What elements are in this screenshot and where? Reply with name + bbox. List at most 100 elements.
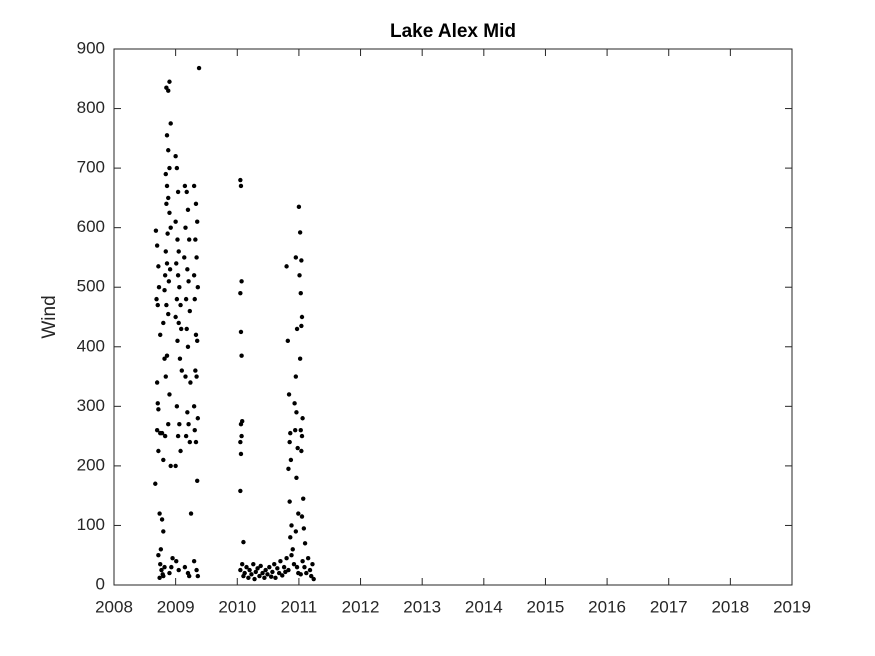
- point: [183, 433, 189, 439]
- point: [258, 563, 263, 569]
- point: [280, 573, 285, 578]
- point: [182, 183, 188, 189]
- point: [174, 165, 180, 171]
- point: [192, 296, 197, 302]
- point: [178, 448, 183, 454]
- point: [193, 332, 199, 338]
- point: [294, 475, 299, 480]
- y-axis-label: Wind: [39, 295, 60, 338]
- point: [288, 535, 293, 540]
- point: [255, 566, 260, 571]
- point: [175, 273, 181, 278]
- point: [195, 338, 200, 344]
- point: [295, 445, 300, 451]
- point: [173, 219, 178, 224]
- point: [253, 569, 258, 575]
- point: [166, 195, 171, 201]
- point: [302, 564, 307, 570]
- point: [155, 401, 160, 406]
- point: [186, 422, 191, 427]
- point: [238, 177, 243, 183]
- point: [184, 326, 189, 332]
- point: [244, 564, 249, 570]
- point: [247, 567, 252, 573]
- point: [164, 183, 170, 189]
- point: [311, 576, 316, 582]
- point: [296, 204, 302, 210]
- point: [299, 514, 305, 519]
- point: [156, 285, 162, 290]
- point: [167, 165, 172, 171]
- point: [174, 261, 179, 266]
- point: [161, 457, 166, 463]
- point: [292, 401, 297, 406]
- point: [309, 573, 314, 579]
- y-tick-label: 800: [77, 98, 105, 117]
- point: [183, 225, 188, 230]
- point: [164, 302, 169, 308]
- point: [286, 567, 291, 573]
- point: [298, 427, 303, 433]
- point: [260, 570, 265, 576]
- point: [178, 326, 184, 332]
- point: [183, 296, 189, 302]
- point: [162, 564, 167, 570]
- point: [281, 564, 287, 570]
- point: [299, 323, 304, 329]
- point: [175, 237, 180, 242]
- point: [299, 433, 305, 439]
- y-tick-label: 600: [77, 217, 105, 236]
- point: [164, 133, 170, 138]
- point: [157, 575, 162, 581]
- point: [287, 439, 292, 445]
- x-tick-label: 2008: [95, 597, 133, 616]
- point: [249, 572, 254, 577]
- point: [177, 285, 182, 290]
- y-tick-label: 900: [77, 38, 105, 57]
- point: [275, 566, 280, 571]
- point: [185, 207, 191, 212]
- x-tick-label: 2016: [588, 597, 626, 616]
- point: [155, 302, 160, 308]
- point: [299, 448, 304, 454]
- point: [153, 228, 159, 233]
- point: [164, 261, 170, 266]
- point: [161, 573, 166, 579]
- point: [154, 427, 160, 433]
- point: [177, 422, 182, 427]
- point: [186, 237, 192, 242]
- point: [286, 466, 291, 472]
- y-tick-label: 0: [96, 574, 105, 593]
- point: [162, 273, 168, 278]
- point: [286, 392, 292, 397]
- point: [175, 189, 181, 195]
- x-tick-label: 2019: [773, 597, 811, 616]
- x-tick-label: 2017: [650, 597, 688, 616]
- point: [194, 567, 199, 573]
- point: [193, 439, 199, 445]
- point: [191, 558, 197, 564]
- point: [287, 499, 292, 504]
- point: [167, 570, 172, 576]
- x-tick-label: 2018: [711, 597, 749, 616]
- point: [242, 570, 247, 576]
- point: [173, 154, 178, 159]
- point: [252, 576, 257, 582]
- point: [195, 478, 200, 483]
- point: [162, 433, 168, 439]
- point: [299, 258, 304, 263]
- point: [294, 410, 299, 415]
- point: [284, 556, 289, 561]
- chart-title: Lake Alex Mid: [390, 21, 516, 42]
- point: [166, 88, 171, 93]
- point: [158, 547, 164, 552]
- point: [265, 572, 270, 577]
- point: [193, 237, 198, 242]
- point: [239, 433, 244, 439]
- point: [154, 243, 160, 248]
- point: [297, 356, 303, 361]
- point: [187, 439, 193, 445]
- y-tick-label: 300: [77, 396, 105, 415]
- point: [187, 308, 193, 314]
